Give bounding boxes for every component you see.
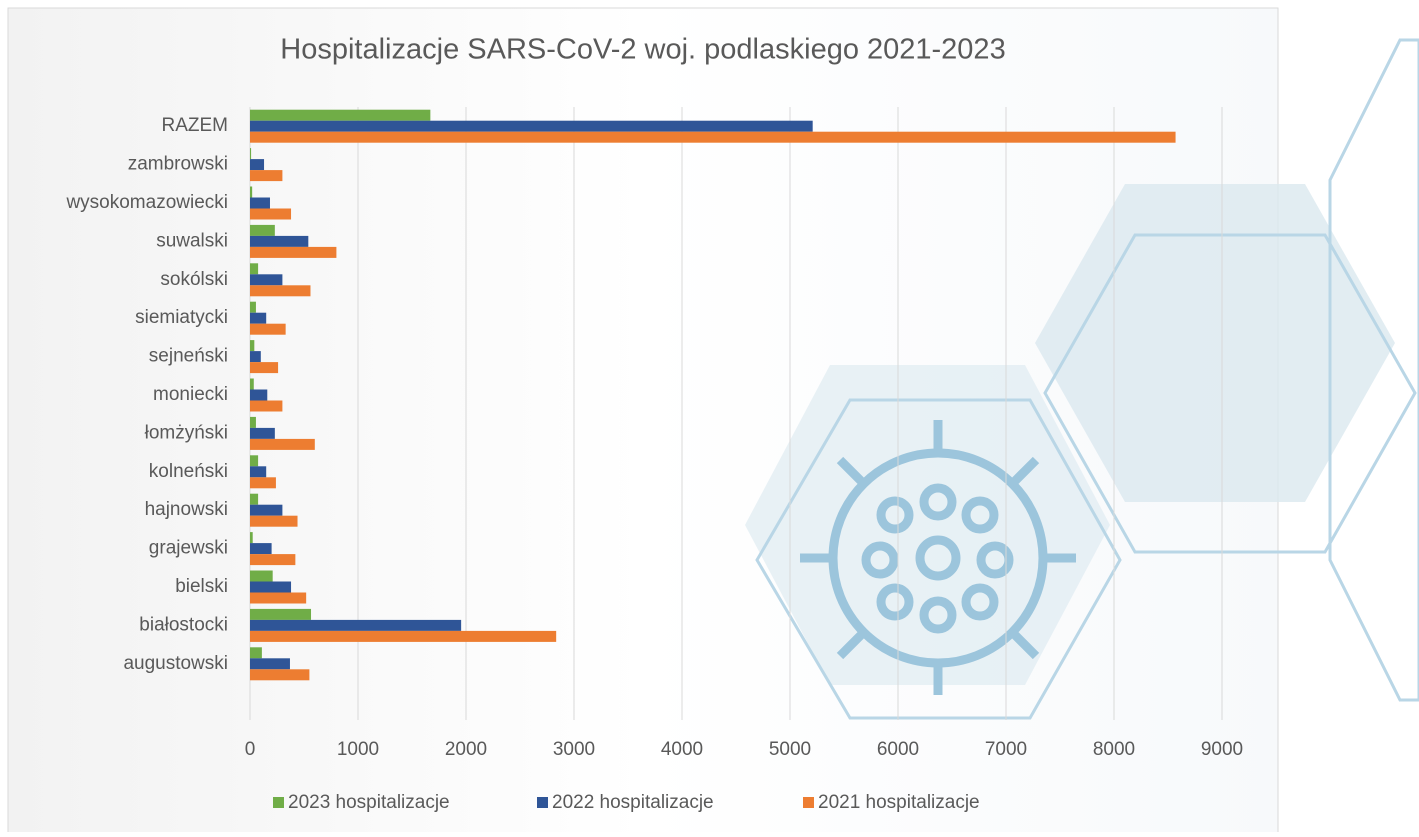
bar	[250, 532, 253, 544]
chart-title: Hospitalizacje SARS-CoV-2 woj. podlaskie…	[280, 34, 1005, 66]
bar	[250, 312, 267, 324]
bar	[250, 159, 265, 171]
y-tick-label: hajnowski	[145, 499, 228, 520]
decoration	[745, 38, 1419, 720]
x-tick-label: 6000	[877, 739, 919, 760]
x-tick-label: 8000	[1093, 739, 1135, 760]
bar	[250, 263, 259, 275]
bar	[250, 323, 286, 335]
y-tick-label: moniecki	[153, 384, 228, 405]
y-tick-label: sokólski	[160, 269, 228, 290]
y-tick-label: białostocki	[139, 614, 228, 635]
bar	[250, 400, 283, 412]
bar	[250, 246, 337, 258]
bar	[250, 669, 310, 681]
bar	[250, 186, 253, 198]
legend-label: 2021 hospitalizacje	[818, 792, 980, 813]
x-tick-label: 3000	[553, 739, 595, 760]
bar	[250, 148, 252, 160]
bar	[250, 120, 813, 132]
bar	[250, 466, 267, 478]
legend-swatch	[537, 797, 548, 808]
y-tick-label: zambrowski	[128, 154, 228, 175]
bar	[250, 389, 268, 401]
x-tick-label: 9000	[1201, 739, 1243, 760]
bar	[250, 608, 312, 620]
y-tick-label: suwalski	[156, 230, 228, 251]
legend-swatch	[803, 797, 814, 808]
bar	[250, 504, 283, 516]
y-tick-label: łomżyński	[145, 422, 228, 443]
bar	[250, 515, 298, 527]
bar	[250, 416, 256, 428]
bar	[250, 455, 259, 467]
y-tick-label: sejneński	[149, 346, 228, 367]
x-tick-label: 0	[245, 739, 256, 760]
y-tick-label: siemiatycki	[135, 307, 228, 328]
bar	[250, 493, 259, 505]
bar	[250, 378, 254, 390]
y-tick-label: grajewski	[149, 538, 228, 559]
bar	[250, 274, 283, 286]
x-tick-label: 2000	[445, 739, 487, 760]
bar	[250, 224, 275, 236]
bar	[250, 647, 262, 659]
bar	[250, 362, 279, 374]
x-tick-label: 1000	[337, 739, 379, 760]
bar	[250, 581, 292, 593]
y-tick-label: bielski	[175, 576, 228, 597]
bar	[250, 543, 272, 555]
bar	[250, 630, 557, 642]
x-tick-label: 4000	[661, 739, 703, 760]
bar	[250, 208, 292, 220]
bar	[250, 592, 307, 604]
y-tick-label: wysokomazowiecki	[65, 192, 228, 213]
bar	[250, 340, 255, 352]
legend-label: 2023 hospitalizacje	[288, 792, 450, 813]
x-tick-label: 7000	[985, 739, 1027, 760]
chart-frame	[7, 7, 1279, 837]
bar	[250, 170, 283, 182]
bar	[250, 301, 256, 313]
bar	[250, 427, 275, 439]
y-tick-label: RAZEM	[162, 115, 229, 136]
bar	[250, 109, 431, 121]
bar	[250, 438, 315, 450]
bar	[250, 197, 270, 209]
bar	[250, 658, 290, 670]
bar	[250, 131, 1176, 143]
bar	[250, 235, 309, 247]
x-tick-label: 5000	[769, 739, 811, 760]
y-tick-label: augustowski	[123, 653, 228, 674]
legend-swatch	[273, 797, 284, 808]
bar	[250, 619, 462, 631]
bar	[250, 477, 276, 489]
legend-label: 2022 hospitalizacje	[552, 792, 714, 813]
bar	[250, 570, 273, 582]
bar	[250, 554, 296, 566]
bar	[250, 285, 311, 297]
y-tick-label: kolneński	[149, 461, 228, 482]
bar	[250, 351, 261, 363]
